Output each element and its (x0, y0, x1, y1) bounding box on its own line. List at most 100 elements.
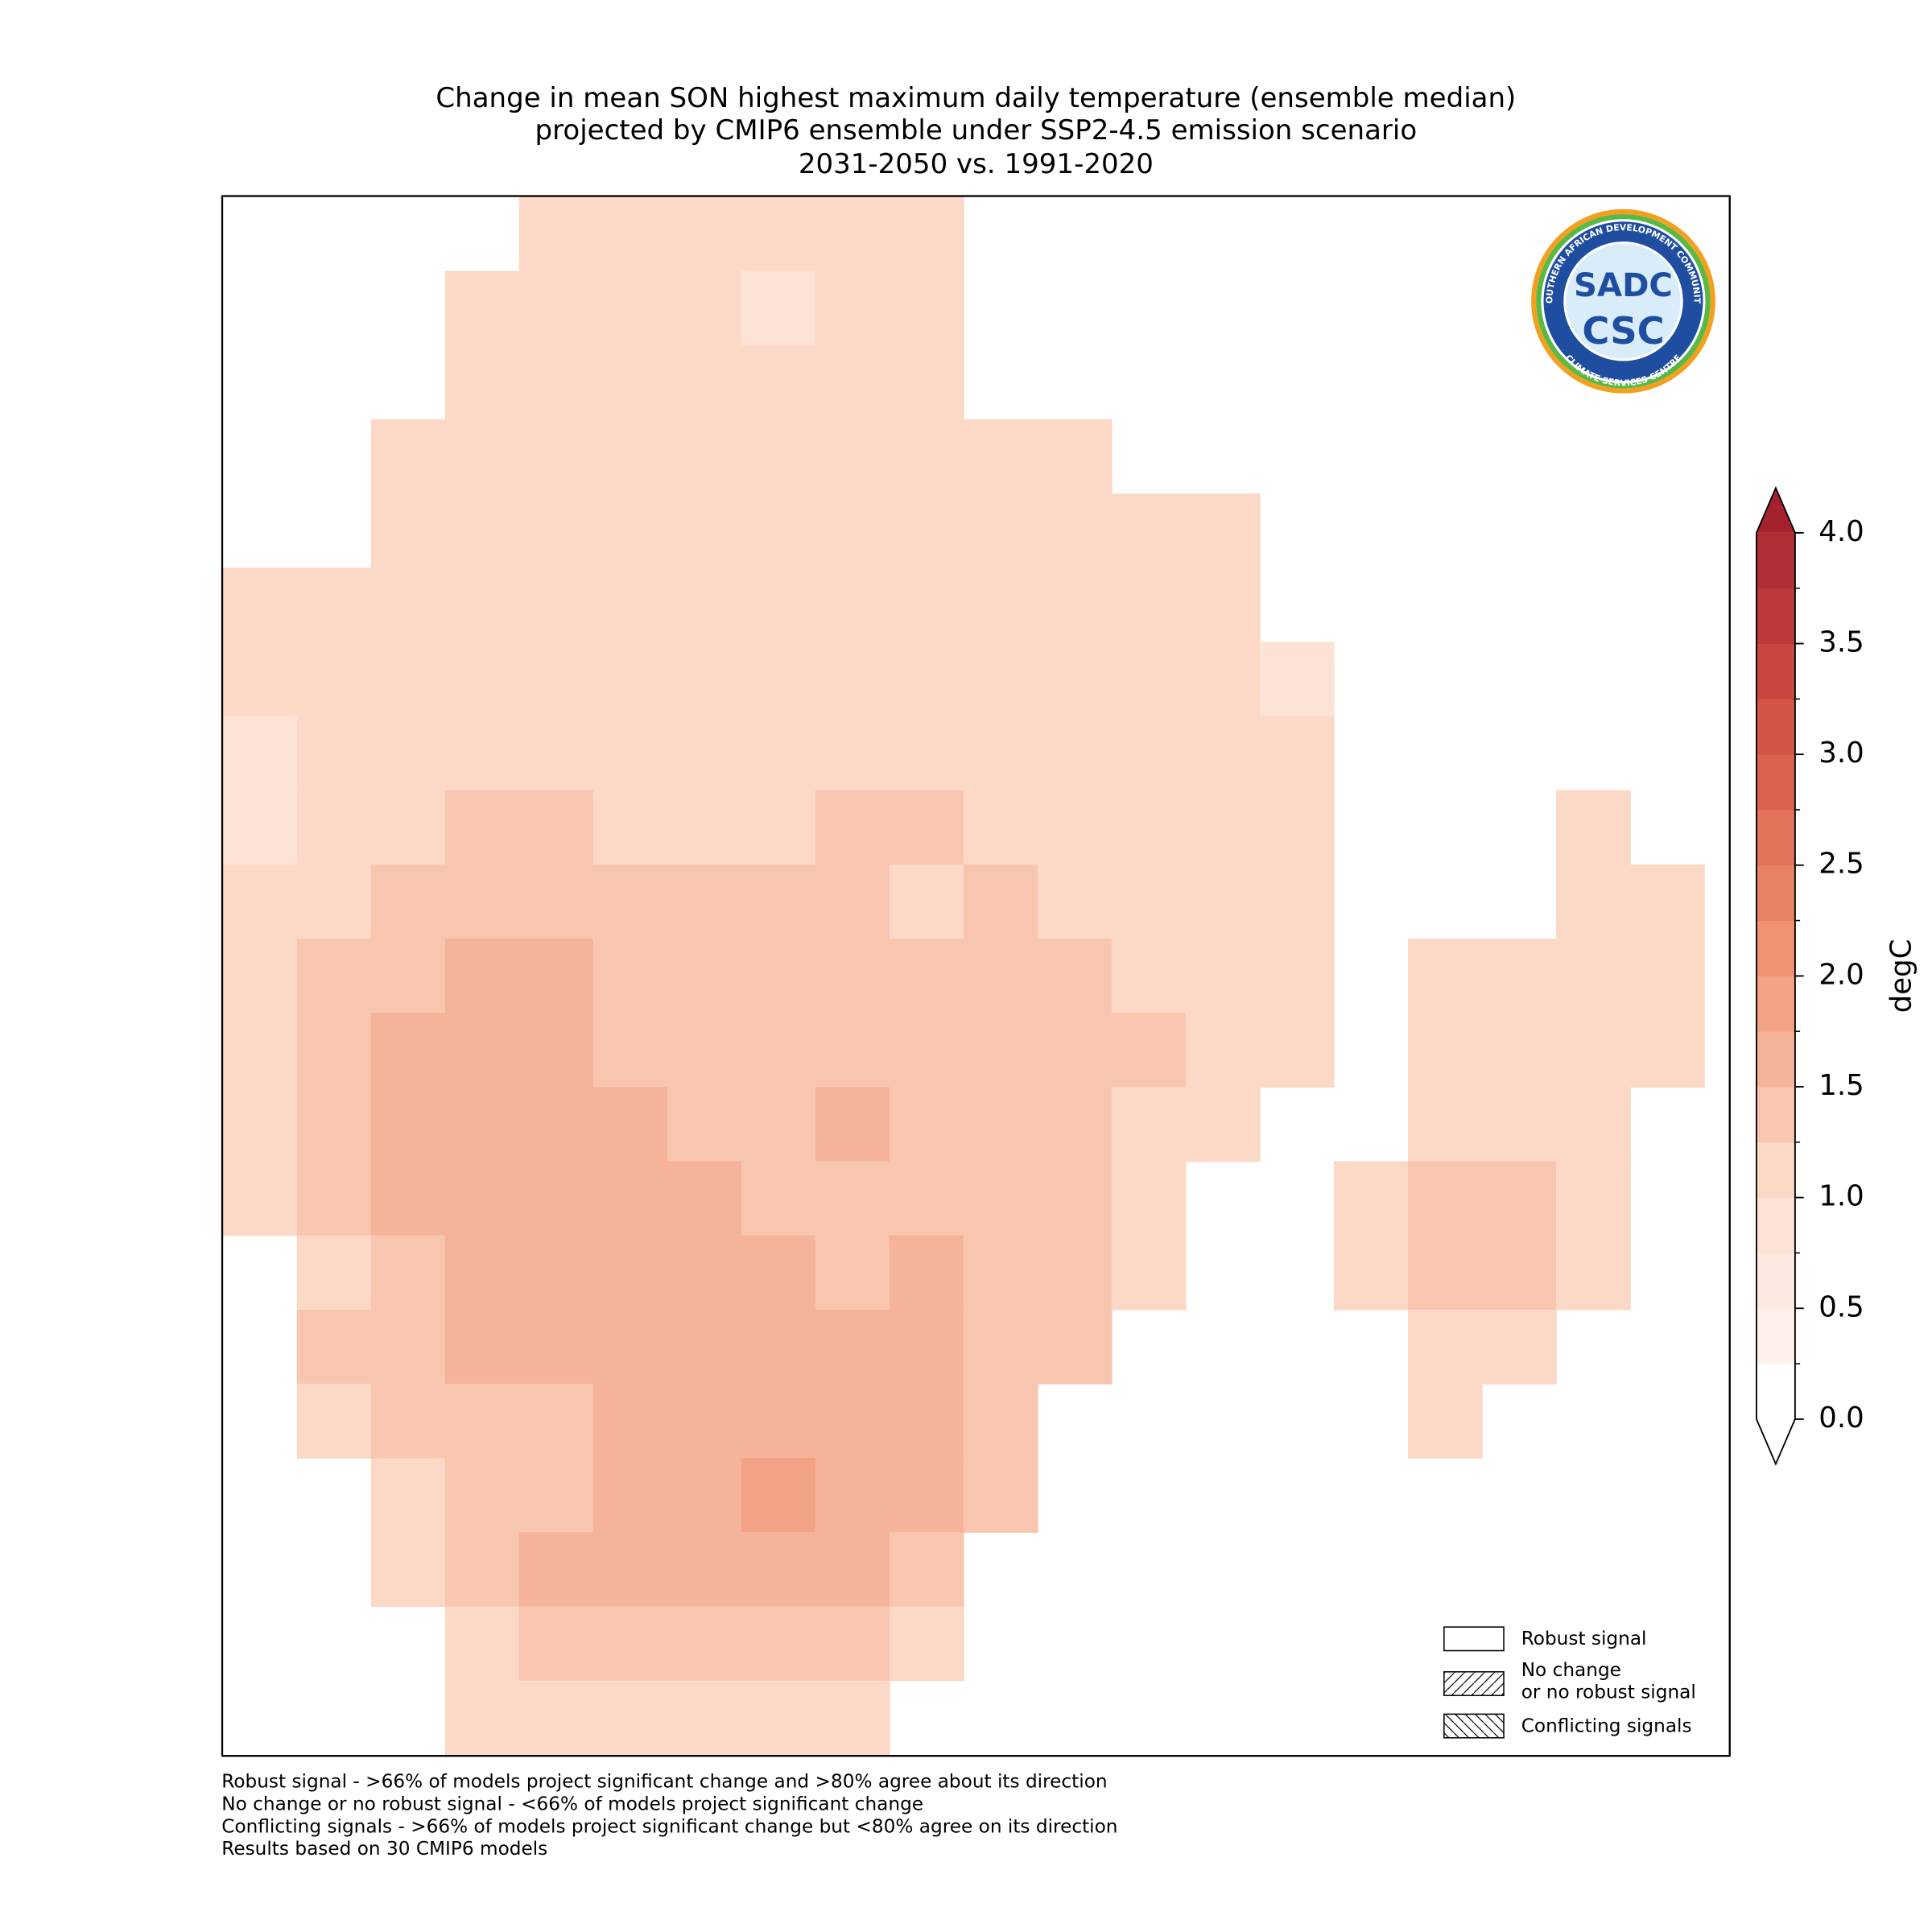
map-cell (1037, 568, 1113, 643)
colorbar-tick-label: 3.5 (1818, 625, 1864, 658)
map-cell (1111, 938, 1187, 1013)
map-cell (1555, 864, 1631, 939)
map-cell (592, 568, 668, 643)
map-cell (444, 270, 520, 346)
colorbar-tick-label: 1.0 (1818, 1180, 1864, 1213)
map-cell (1407, 1013, 1483, 1088)
map-cell (296, 1383, 372, 1459)
map-cell (741, 196, 816, 272)
colorbar-segment (1756, 1308, 1795, 1364)
legend-label: Conflicting signals (1521, 1715, 1692, 1736)
map-cell (1111, 1161, 1187, 1236)
map-cell (963, 790, 1038, 865)
footnote: Conflicting signals - >66% of models pro… (221, 1815, 1117, 1837)
map-cell (667, 938, 742, 1013)
legend-swatch (1443, 1626, 1505, 1652)
map-cell (518, 1161, 594, 1236)
map-cell (1037, 1087, 1113, 1162)
map-cell (741, 642, 816, 717)
map-cell (444, 419, 520, 494)
map-cell (1481, 1161, 1557, 1236)
map-cell (1111, 864, 1187, 939)
map-cell (296, 1309, 372, 1385)
colorbar-extend-min (1756, 1418, 1795, 1464)
colorbar-extend-max (1756, 488, 1795, 533)
map-cell (963, 1087, 1038, 1162)
map-cell (370, 419, 446, 494)
map-cell (1407, 938, 1483, 1013)
map-cell (222, 642, 298, 717)
colorbar-tick-label: 4.0 (1818, 515, 1864, 548)
map-cell (1259, 1013, 1335, 1088)
map-cell (963, 1383, 1038, 1459)
map-cell (741, 1383, 816, 1459)
title-line: 2031-2050 vs. 1991-2020 (799, 148, 1154, 180)
map-cell (370, 716, 446, 791)
logo-text: SADC (1574, 267, 1673, 304)
map-cell (1037, 1013, 1113, 1088)
map-cell (667, 345, 742, 420)
map-cell (1555, 1161, 1631, 1236)
map-cell (444, 493, 520, 568)
map-cell (592, 1606, 668, 1682)
map-cell (963, 1013, 1038, 1088)
map-cell (518, 1532, 594, 1608)
map-cell (592, 1161, 668, 1236)
map-cell (296, 716, 372, 791)
map-cell (667, 1013, 742, 1088)
map-cell (1037, 1235, 1113, 1311)
footnote: Robust signal - >66% of models project s… (221, 1771, 1107, 1793)
map-cell (815, 345, 890, 420)
map-cell (815, 938, 890, 1013)
map-cell (222, 864, 298, 939)
map-cell (518, 1087, 594, 1162)
map-cell (1481, 1309, 1557, 1385)
colorbar-segment (1756, 865, 1795, 922)
map-cell (667, 1606, 742, 1682)
map-cell (444, 1309, 520, 1385)
map-cell (963, 493, 1038, 568)
map-cell (296, 1087, 372, 1162)
map-cell (444, 1606, 520, 1682)
map-cell (444, 938, 520, 1013)
map-cell (222, 938, 298, 1013)
map-cell (963, 716, 1038, 791)
map-cell (592, 1309, 668, 1385)
map-cell (963, 1161, 1038, 1236)
map-cell (815, 1235, 890, 1311)
map-cell (1259, 642, 1335, 717)
map-cell (592, 196, 668, 272)
map-cell (592, 864, 668, 939)
map-cell (370, 642, 446, 717)
map-cell (518, 790, 594, 865)
map-cell (518, 1235, 594, 1311)
map-cell (444, 1532, 520, 1608)
map-cell (1407, 1383, 1483, 1459)
map-cell (370, 1161, 446, 1236)
map-cell (222, 1161, 298, 1236)
colorbar-segment (1756, 1087, 1795, 1143)
map-cell (222, 790, 298, 865)
legend-label: Robust signal (1521, 1628, 1647, 1649)
colorbar-segment (1756, 532, 1795, 589)
map-cell (1407, 1309, 1483, 1385)
map-cell (1630, 938, 1705, 1013)
map-cell (889, 196, 964, 272)
map-cell (963, 1458, 1038, 1534)
map-cell (1555, 790, 1631, 865)
map-cell (1111, 493, 1187, 568)
map-cell (667, 1309, 742, 1385)
map-cell (667, 419, 742, 494)
map-cell (667, 1680, 742, 1756)
map-cell (1037, 642, 1113, 717)
map-cell (1185, 1087, 1261, 1162)
map-cell (592, 419, 668, 494)
map-cell (1185, 642, 1261, 717)
map-cell (667, 864, 742, 939)
map-cell (1037, 938, 1113, 1013)
map-cell (667, 790, 742, 865)
footnote: No change or no robust signal - <66% of … (221, 1793, 923, 1814)
map-cell (667, 1383, 742, 1459)
map-cell (1111, 1087, 1187, 1162)
map-cell (1185, 568, 1261, 643)
